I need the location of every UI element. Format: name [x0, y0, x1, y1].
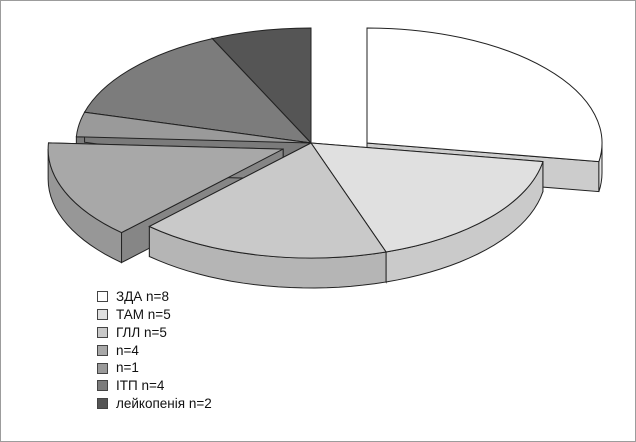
pie-slice: [148, 141, 387, 289]
slice-top: [75, 111, 312, 144]
slice-top: [47, 142, 284, 234]
legend-swatch: [97, 291, 108, 303]
legend: ЗДА n=8 ТАМ n=5 ГЛЛ n=5 n=4 n=1 ІТП n=4 лейкоп…: [97, 288, 212, 413]
legend-item: ТАМ n=5: [97, 306, 212, 324]
legend-item: ІТП n=4: [97, 377, 212, 395]
legend-label: ІТП n=4: [116, 378, 165, 394]
legend-label: n=4: [116, 342, 139, 358]
slice-top: [309, 142, 544, 253]
legend-swatch: [97, 398, 108, 410]
slice-top: [366, 27, 603, 163]
legend-swatch: [97, 380, 108, 392]
pie-slices: [47, 27, 603, 289]
legend-swatch: [97, 326, 108, 338]
legend-label: ЗДА n=8: [116, 289, 169, 305]
legend-label: лейкопенія n=2: [116, 395, 212, 411]
slice-top: [148, 142, 387, 259]
legend-item: лейкопенія n=2: [97, 395, 212, 413]
legend-swatch: [97, 344, 108, 356]
legend-swatch: [97, 362, 108, 374]
legend-label: ТАМ n=5: [116, 306, 171, 322]
legend-item: ЗДА n=8: [97, 288, 212, 306]
legend-item: n=4: [97, 341, 212, 359]
legend-item: n=1: [97, 359, 212, 377]
legend-item: ГЛЛ n=5: [97, 324, 212, 342]
legend-swatch: [97, 309, 108, 321]
legend-label: ГЛЛ n=5: [116, 324, 167, 340]
legend-label: n=1: [116, 360, 139, 376]
slice-top: [83, 38, 313, 144]
